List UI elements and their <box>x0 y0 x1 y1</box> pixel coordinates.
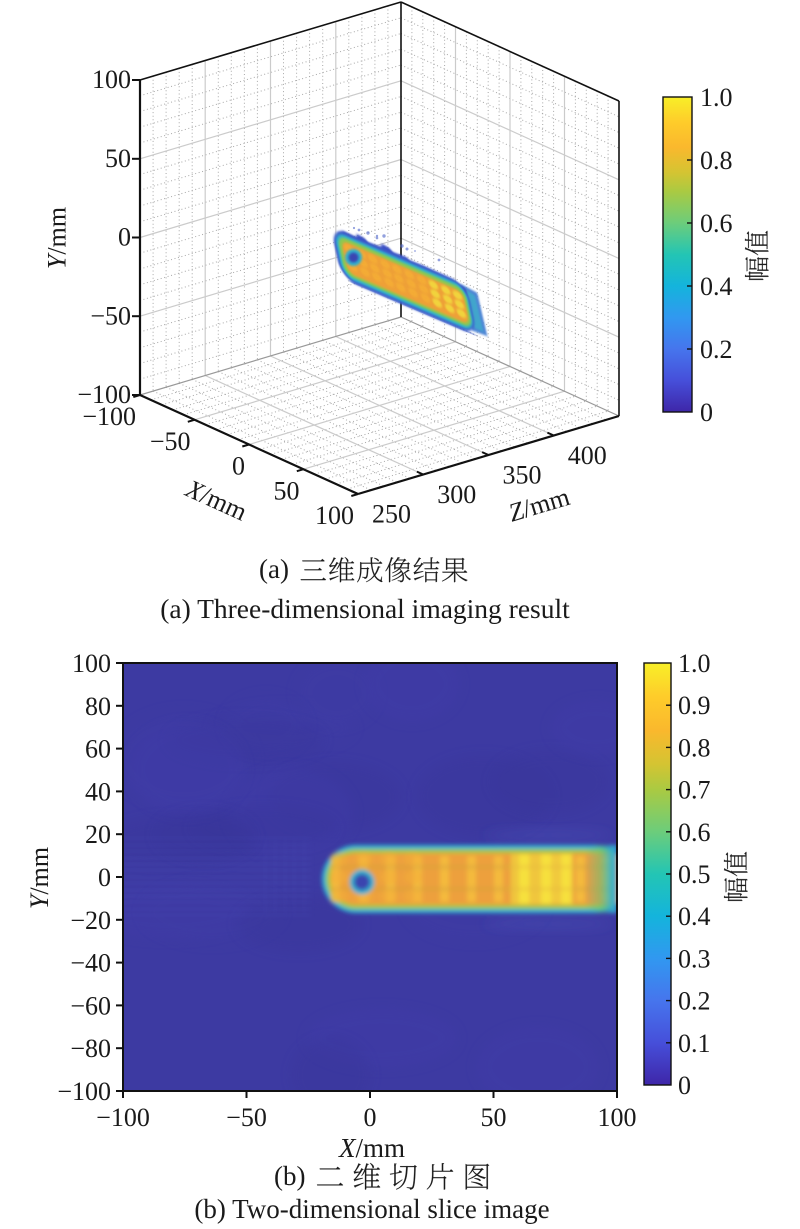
svg-text:1.0: 1.0 <box>700 83 733 112</box>
svg-text:0.5: 0.5 <box>678 860 711 889</box>
svg-text:100: 100 <box>72 649 111 678</box>
svg-text:100: 100 <box>598 1103 637 1132</box>
svg-text:0.8: 0.8 <box>678 733 711 762</box>
svg-text:50: 50 <box>481 1103 507 1132</box>
svg-text:0.3: 0.3 <box>678 944 711 973</box>
svg-text:0: 0 <box>700 398 713 427</box>
svg-text:250: 250 <box>372 500 411 529</box>
svg-text:Y/mm: Y/mm <box>25 847 54 909</box>
svg-text:0.6: 0.6 <box>700 209 733 238</box>
svg-text:−50: −50 <box>226 1103 267 1132</box>
svg-text:0: 0 <box>118 223 131 252</box>
svg-text:−80: −80 <box>70 1034 111 1063</box>
svg-text:0.4: 0.4 <box>700 272 733 301</box>
svg-text:0.4: 0.4 <box>678 902 711 931</box>
svg-text:(b) Two-dimensional slice imag: (b) Two-dimensional slice image <box>194 1194 549 1224</box>
svg-text:0.9: 0.9 <box>678 691 711 720</box>
svg-text:0.7: 0.7 <box>678 776 711 805</box>
svg-text:0.2: 0.2 <box>678 987 711 1016</box>
svg-text:Y/mm: Y/mm <box>43 207 72 269</box>
svg-text:80: 80 <box>85 692 111 721</box>
svg-text:0.1: 0.1 <box>678 1029 711 1058</box>
svg-text:60: 60 <box>85 735 111 764</box>
svg-text:(a) Three-dimensional imaging: (a) Three-dimensional imaging result <box>160 593 570 624</box>
svg-text:400: 400 <box>568 441 607 470</box>
svg-text:20: 20 <box>85 820 111 849</box>
svg-text:0: 0 <box>232 452 245 481</box>
svg-text:(a): (a) <box>259 554 289 584</box>
svg-text:100: 100 <box>92 65 131 94</box>
svg-text:(b): (b) <box>274 1161 305 1191</box>
svg-text:0.2: 0.2 <box>700 335 733 364</box>
svg-text:0: 0 <box>98 863 111 892</box>
svg-text:−40: −40 <box>70 949 111 978</box>
svg-text:−20: −20 <box>70 906 111 935</box>
svg-text:−100: −100 <box>57 1077 111 1106</box>
svg-text:40: 40 <box>85 777 111 806</box>
svg-text:0: 0 <box>678 1071 691 1100</box>
svg-text:50: 50 <box>105 144 131 173</box>
svg-text:−100: −100 <box>96 1103 150 1132</box>
svg-text:X/mm: X/mm <box>338 1133 405 1163</box>
svg-text:300: 300 <box>437 480 476 509</box>
svg-text:−100: −100 <box>77 380 131 409</box>
svg-text:50: 50 <box>274 476 300 505</box>
svg-text:0.6: 0.6 <box>678 818 711 847</box>
svg-text:0.8: 0.8 <box>700 146 733 175</box>
svg-text:0: 0 <box>364 1103 377 1132</box>
svg-text:−50: −50 <box>90 301 131 330</box>
svg-text:X/mm: X/mm <box>181 474 252 527</box>
svg-text:100: 100 <box>315 501 354 530</box>
svg-text:−50: −50 <box>150 427 191 456</box>
svg-text:350: 350 <box>503 461 542 490</box>
svg-text:−100: −100 <box>82 402 136 431</box>
svg-text:1.0: 1.0 <box>678 649 711 678</box>
svg-text:−60: −60 <box>70 991 111 1020</box>
